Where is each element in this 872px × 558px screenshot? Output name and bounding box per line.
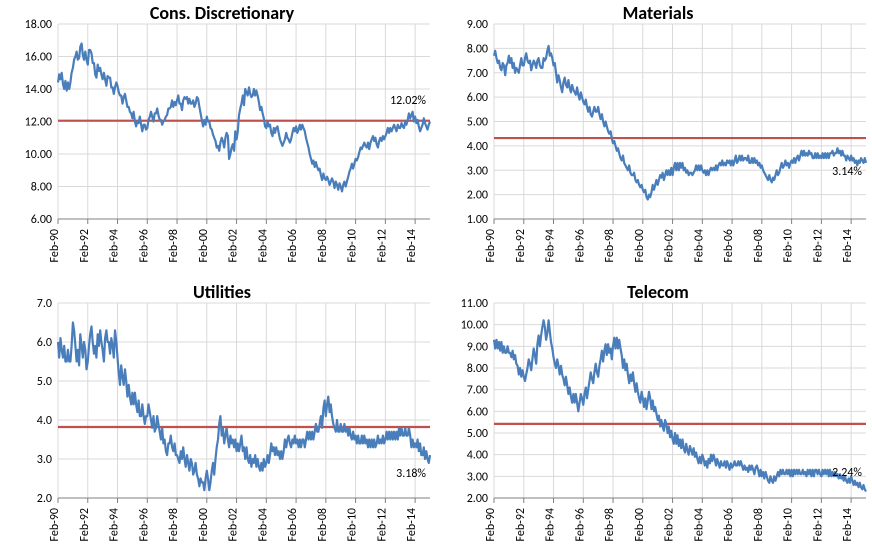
svg-text:Feb-10: Feb-10 (346, 229, 360, 262)
svg-text:4.00: 4.00 (467, 449, 488, 463)
svg-text:10.00: 10.00 (461, 319, 488, 333)
svg-text:Feb-04: Feb-04 (256, 508, 270, 541)
svg-text:7.00: 7.00 (467, 67, 488, 81)
svg-text:Feb-06: Feb-06 (286, 229, 300, 262)
series-end-label: 3.14% (832, 165, 862, 179)
svg-text:1.00: 1.00 (467, 213, 488, 227)
svg-text:6.00: 6.00 (467, 405, 488, 419)
svg-text:Feb-00: Feb-00 (633, 229, 647, 262)
svg-text:Feb-08: Feb-08 (752, 508, 766, 541)
svg-text:Feb-06: Feb-06 (722, 508, 736, 541)
svg-text:Feb-00: Feb-00 (197, 508, 211, 541)
svg-text:Feb-14: Feb-14 (405, 229, 419, 262)
chart-svg: 2.03.04.05.06.07.0Feb-90Feb-92Feb-94Feb-… (8, 279, 436, 558)
chart-title: Materials (444, 2, 872, 24)
chart-panel: 2.03.04.05.06.07.0Feb-90Feb-92Feb-94Feb-… (8, 279, 436, 558)
svg-text:2.0: 2.0 (37, 492, 52, 506)
svg-text:Feb-12: Feb-12 (375, 229, 389, 262)
svg-text:Feb-98: Feb-98 (167, 508, 181, 541)
svg-text:Feb-10: Feb-10 (782, 508, 796, 541)
svg-text:8.00: 8.00 (467, 42, 488, 56)
svg-text:5.00: 5.00 (467, 427, 488, 441)
svg-text:6.00: 6.00 (31, 213, 52, 227)
svg-text:Feb-08: Feb-08 (316, 508, 330, 541)
svg-text:Feb-04: Feb-04 (692, 508, 706, 541)
chart-svg: 2.003.004.005.006.007.008.009.0010.0011.… (444, 279, 872, 558)
svg-text:5.00: 5.00 (467, 116, 488, 130)
svg-text:Feb-96: Feb-96 (137, 508, 151, 541)
svg-text:Feb-08: Feb-08 (752, 229, 766, 262)
svg-text:Feb-02: Feb-02 (663, 229, 677, 262)
chart-title: Utilities (8, 281, 436, 303)
series-end-label: 3.18% (396, 467, 426, 481)
chart-title: Cons. Discretionary (8, 2, 436, 24)
svg-text:14.00: 14.00 (25, 83, 52, 97)
svg-text:Feb-02: Feb-02 (227, 229, 241, 262)
svg-text:Feb-92: Feb-92 (78, 508, 92, 541)
svg-text:3.00: 3.00 (467, 470, 488, 484)
svg-text:Feb-90: Feb-90 (484, 229, 498, 262)
svg-text:Feb-92: Feb-92 (78, 229, 92, 262)
svg-text:4.00: 4.00 (467, 140, 488, 154)
svg-text:6.0: 6.0 (37, 336, 52, 350)
chart-panel: 6.008.0010.0012.0014.0016.0018.00Feb-90F… (8, 0, 436, 279)
svg-text:6.00: 6.00 (467, 91, 488, 105)
svg-text:Feb-92: Feb-92 (514, 508, 528, 541)
series-end-label: 12.02% (390, 94, 426, 108)
svg-text:12.00: 12.00 (25, 116, 52, 130)
svg-text:Feb-94: Feb-94 (108, 508, 122, 541)
chart-panel: 2.003.004.005.006.007.008.009.0010.0011.… (444, 279, 872, 558)
svg-text:Feb-10: Feb-10 (346, 508, 360, 541)
svg-text:Feb-00: Feb-00 (633, 508, 647, 541)
svg-text:Feb-10: Feb-10 (782, 229, 796, 262)
svg-text:Feb-98: Feb-98 (603, 229, 617, 262)
chart-panel: 1.002.003.004.005.006.007.008.009.00Feb-… (444, 0, 872, 279)
svg-text:Feb-90: Feb-90 (48, 229, 62, 262)
svg-text:Feb-06: Feb-06 (722, 229, 736, 262)
svg-text:Feb-90: Feb-90 (484, 508, 498, 541)
svg-text:Feb-04: Feb-04 (692, 229, 706, 262)
svg-text:Feb-14: Feb-14 (841, 229, 855, 262)
svg-text:Feb-12: Feb-12 (811, 229, 825, 262)
svg-text:Feb-96: Feb-96 (573, 229, 587, 262)
svg-text:Feb-92: Feb-92 (514, 229, 528, 262)
svg-text:Feb-98: Feb-98 (603, 508, 617, 541)
svg-text:2.00: 2.00 (467, 189, 488, 203)
svg-text:Feb-14: Feb-14 (405, 508, 419, 541)
svg-text:Feb-94: Feb-94 (544, 229, 558, 262)
svg-text:5.0: 5.0 (37, 375, 52, 389)
svg-text:3.0: 3.0 (37, 453, 52, 467)
svg-text:16.00: 16.00 (25, 51, 52, 65)
svg-text:Feb-14: Feb-14 (841, 508, 855, 541)
svg-text:10.00: 10.00 (25, 148, 52, 162)
svg-text:Feb-96: Feb-96 (573, 508, 587, 541)
chart-svg: 6.008.0010.0012.0014.0016.0018.00Feb-90F… (8, 0, 436, 279)
svg-text:4.0: 4.0 (37, 414, 52, 428)
svg-text:Feb-06: Feb-06 (286, 508, 300, 541)
svg-text:Feb-94: Feb-94 (108, 229, 122, 262)
svg-text:Feb-02: Feb-02 (663, 508, 677, 541)
chart-svg: 1.002.003.004.005.006.007.008.009.00Feb-… (444, 0, 872, 279)
svg-text:Feb-02: Feb-02 (227, 508, 241, 541)
series-end-label: 2.24% (832, 466, 862, 480)
svg-text:Feb-12: Feb-12 (375, 508, 389, 541)
svg-text:Feb-96: Feb-96 (137, 229, 151, 262)
svg-text:Feb-04: Feb-04 (256, 229, 270, 262)
svg-text:Feb-12: Feb-12 (811, 508, 825, 541)
svg-text:8.00: 8.00 (31, 181, 52, 195)
svg-text:Feb-08: Feb-08 (316, 229, 330, 262)
svg-text:8.00: 8.00 (467, 362, 488, 376)
svg-text:2.00: 2.00 (467, 492, 488, 506)
svg-text:9.00: 9.00 (467, 340, 488, 354)
svg-text:Feb-00: Feb-00 (197, 229, 211, 262)
svg-text:Feb-98: Feb-98 (167, 229, 181, 262)
svg-text:3.00: 3.00 (467, 164, 488, 178)
svg-text:7.00: 7.00 (467, 384, 488, 398)
chart-title: Telecom (444, 281, 872, 303)
svg-text:Feb-90: Feb-90 (48, 508, 62, 541)
svg-text:Feb-94: Feb-94 (544, 508, 558, 541)
